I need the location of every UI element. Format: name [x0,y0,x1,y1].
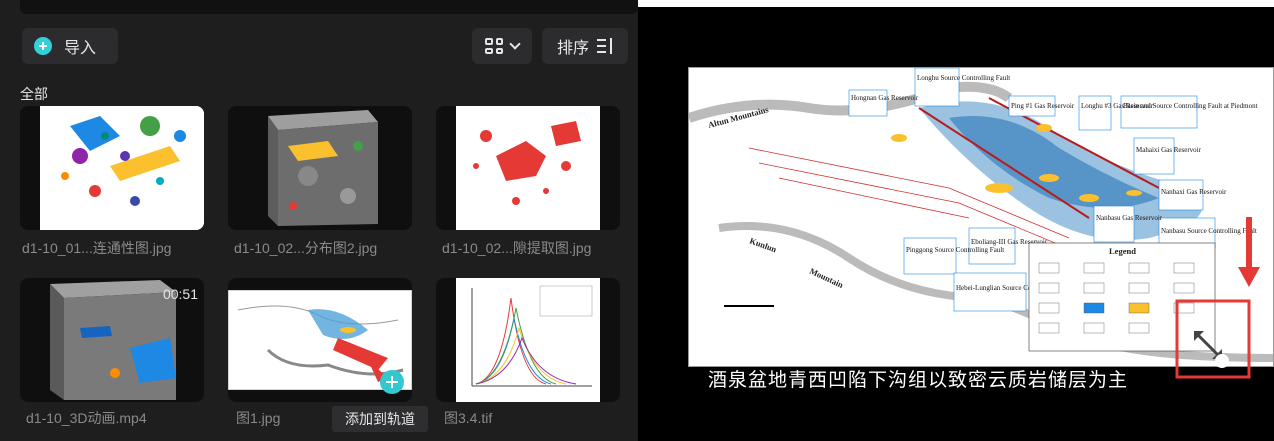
media-caption: 图1.jpg [236,410,281,426]
video-subtitle: 酒泉盆地青西凹陷下沟组以致密云质岩储层为主 [707,369,1128,391]
import-label: 导入 [64,40,97,57]
chevron-down-icon [509,38,521,50]
section-label-all: 全部 [20,86,48,102]
cube-thumbnail [268,110,378,226]
chart-thumbnail [456,278,600,402]
thumbnail-image [228,289,412,391]
fracture-thumbnail [456,106,600,230]
map-label-longhu3: Longhu #3 Gas Reservoir [1081,102,1154,110]
media-caption: d1-10_02...分布图2.jpg [234,240,378,256]
media-item[interactable]: 00:51 [20,278,204,402]
thumbnail-image [456,106,600,230]
resize-handle-icon[interactable] [1190,327,1232,371]
grid-view-icon [485,38,503,54]
import-button[interactable]: 导入 [22,28,118,64]
thumbnail-image [456,278,600,402]
media-item[interactable] [228,106,412,230]
view-mode-button[interactable] [472,28,532,64]
map-label-longhu-fault: Longhu Source Controlling Fault [917,74,1010,82]
map-thumbnail [228,289,412,391]
video-thumbnail [50,280,176,400]
sort-label: 排序 [556,40,589,57]
media-item[interactable] [436,278,620,402]
media-item[interactable] [20,106,204,230]
preview-player: Altun Mountains Longhu Source Controllin… [638,7,1274,441]
map-legend-title: Legend [1109,246,1136,256]
top-strip [20,0,638,14]
add-to-track-button[interactable] [380,370,404,394]
video-duration: 00:51 [162,286,198,302]
map-label-pinggong-fault: Pinggong Source Controlling Fault [906,246,1004,254]
resize-highlight [1175,217,1260,379]
sort-icon [597,38,613,54]
map-label-luliang-fault: Hebei-Lunglian Source Controlling Fault [956,284,1072,292]
media-caption: d1-10_3D动画.mp4 [26,410,147,426]
map-label-ping1: Ping #1 Gas Reservoir [1011,102,1075,110]
media-caption: 图3.4.tif [444,410,493,426]
sort-button[interactable]: 排序 [542,28,628,64]
map-label-nanbasu: Nanbasu Source Controlling Fault [1161,227,1257,235]
media-caption: d1-10_01...连通性图.jpg [22,240,172,256]
map-label-mahai: Mahaixi Gas Reservoir [1136,146,1202,154]
media-item-hovered[interactable] [228,278,412,402]
media-library-panel: 导入 排序 全部 d1-10_01 [0,0,638,441]
map-label-eboliang: Eboliang-III Gas Reservoir [971,238,1048,246]
plus-circle-icon [34,37,52,55]
connectivity-thumbnail [40,106,204,230]
media-caption: d1-10_02...隙提取图.jpg [442,240,592,256]
map-label-hongnan: Hongnan Gas Reservoir [851,94,919,102]
thumbnail-image [40,106,204,230]
map-label-nanbei: Nanbaxi Gas Reservoir [1161,188,1227,196]
map-label-nanbasu-gas: Nanbasu Gas Reservoir [1096,214,1163,222]
map-label-basin-fault: Basin and Source Controlling Fault at Pi… [1123,102,1258,110]
add-to-track-tooltip: 添加到轨道 [332,406,428,432]
media-item[interactable] [436,106,620,230]
